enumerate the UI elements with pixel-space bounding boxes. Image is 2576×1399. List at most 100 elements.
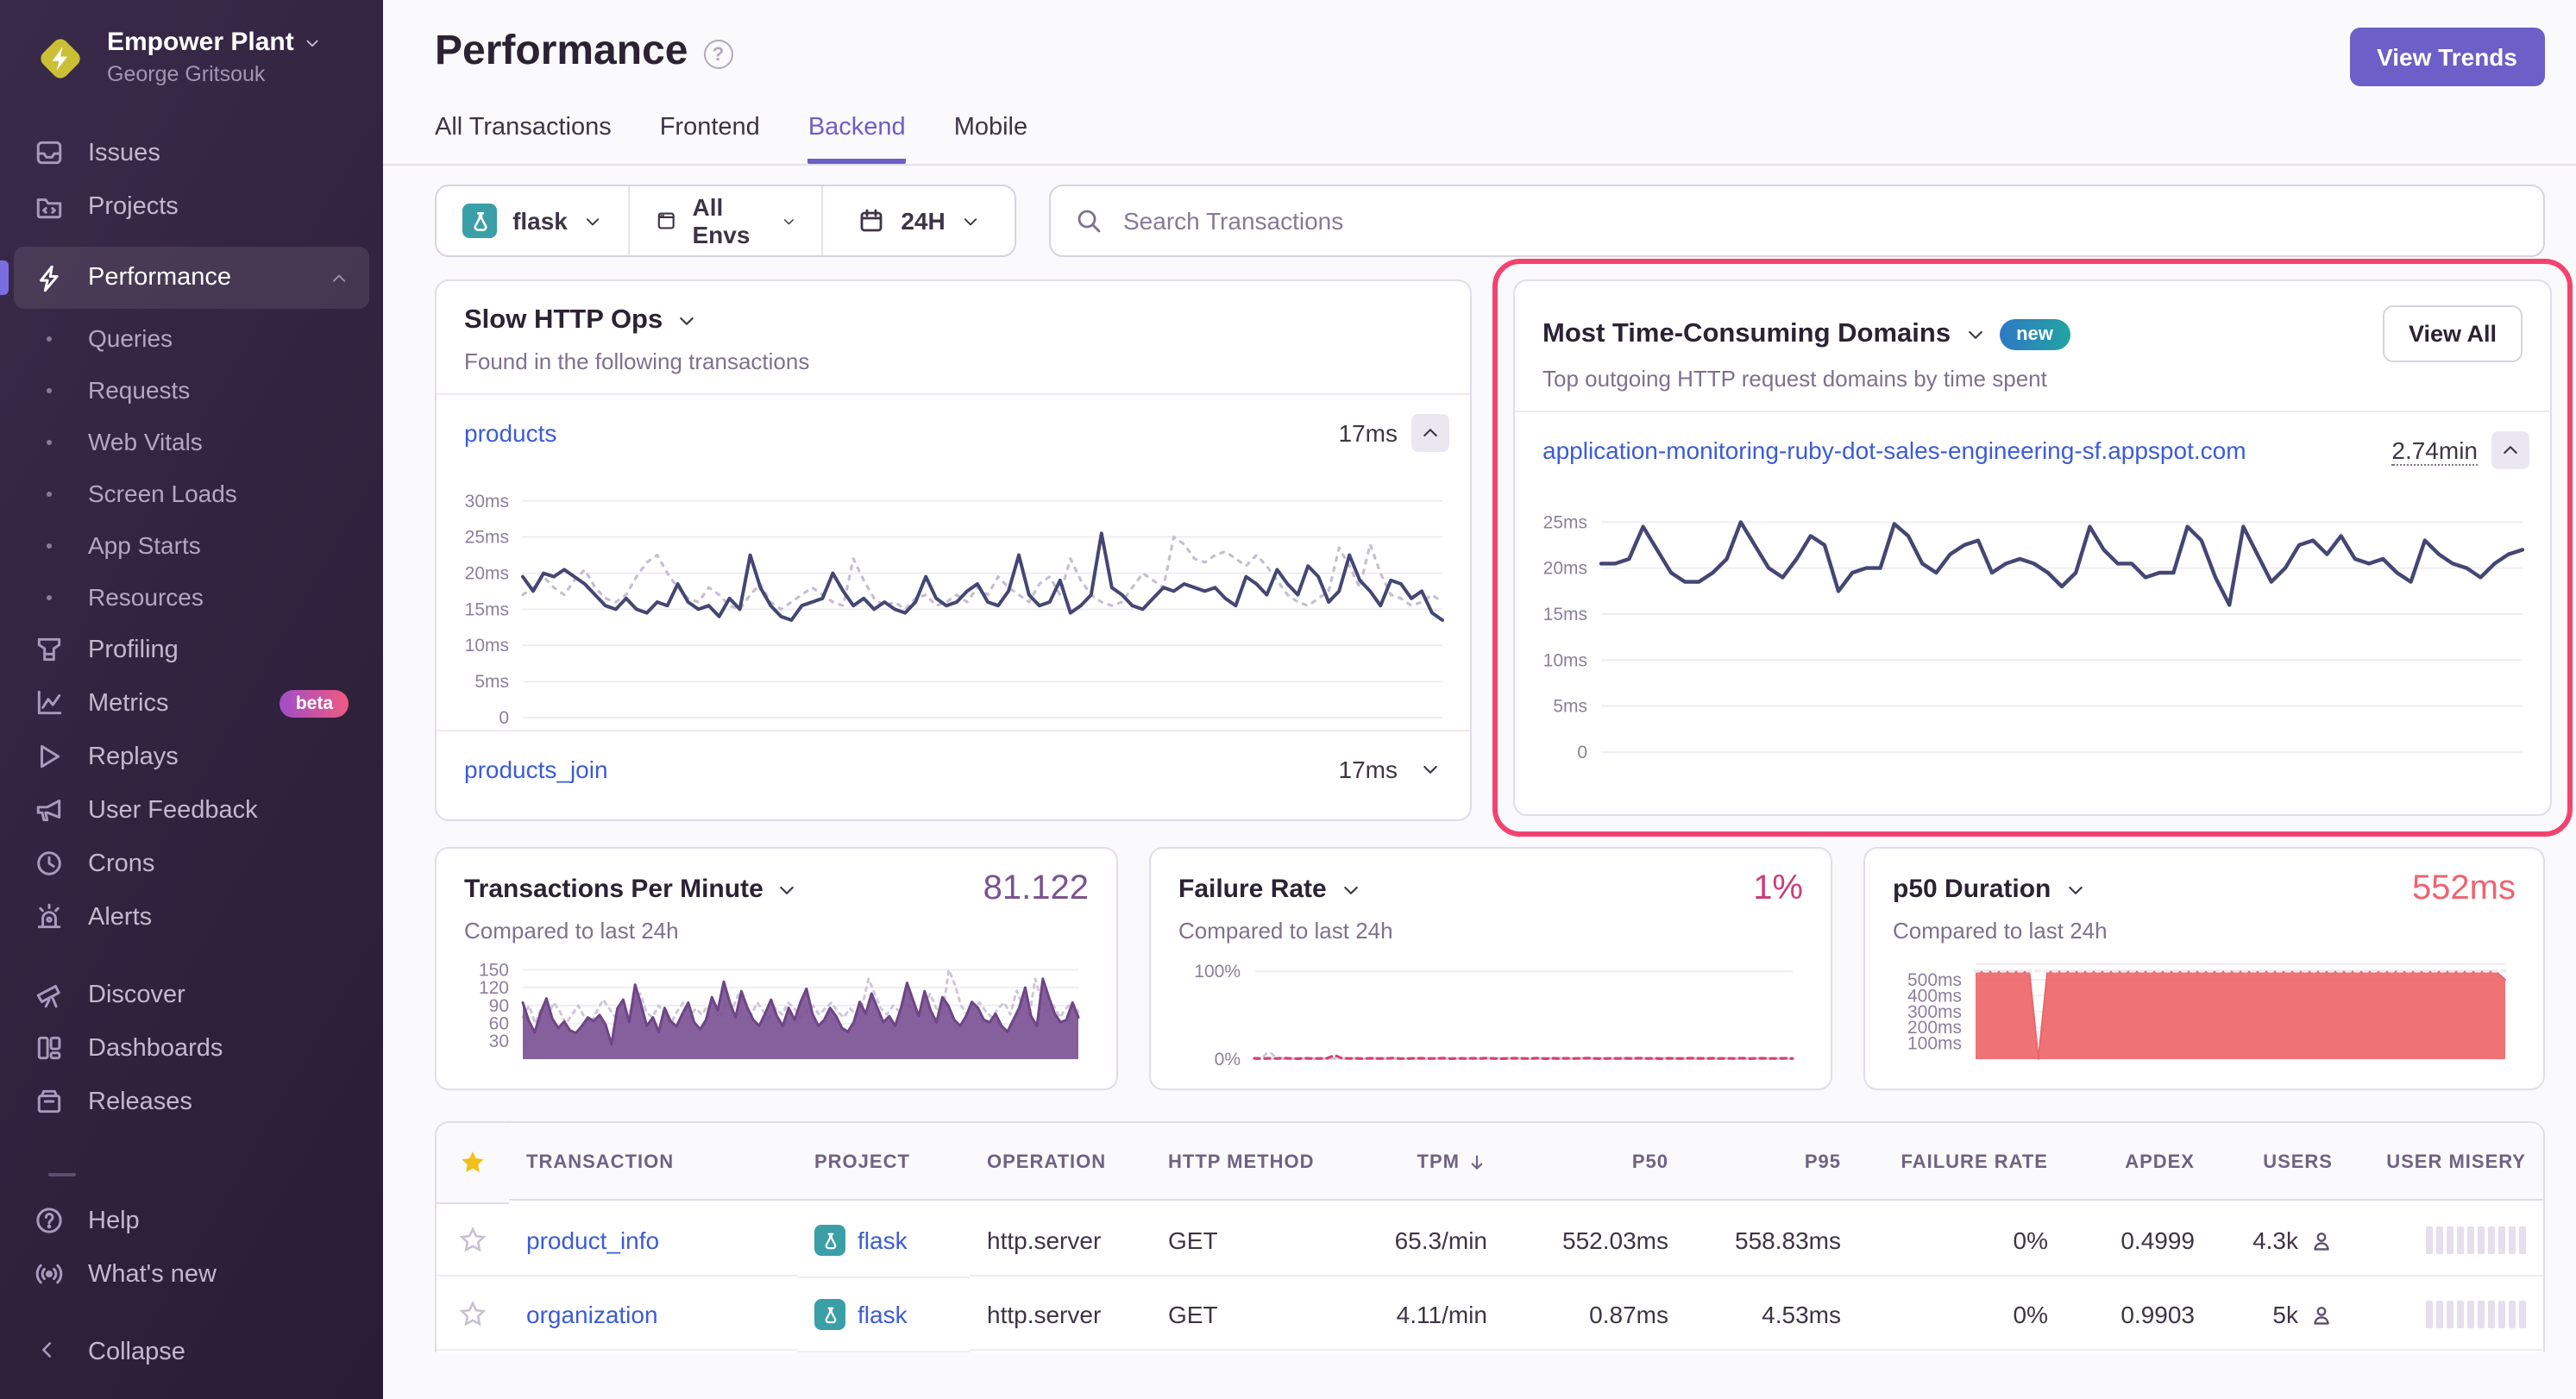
environment-filter[interactable]: All Envs	[628, 186, 821, 255]
app-window: Empower Plant George Gritsouk Issues Pro…	[0, 0, 2576, 1399]
flask-project-icon	[814, 1299, 845, 1330]
sidebar-item-alerts[interactable]: Alerts	[14, 891, 369, 944]
tab-mobile[interactable]: Mobile	[954, 114, 1027, 164]
tab-bar: All Transactions Frontend Backend Mobile	[435, 114, 2545, 164]
svg-text:30: 30	[489, 1032, 509, 1051]
sidebar-item-metrics[interactable]: Metrics beta	[14, 677, 369, 731]
duration-value: 17ms	[1339, 756, 1398, 783]
col-p50[interactable]: P50	[1505, 1126, 1686, 1201]
sidebar-item-web-vitals[interactable]: Web Vitals	[14, 417, 369, 468]
svg-text:5ms: 5ms	[1553, 697, 1587, 717]
transaction-link-products[interactable]: products	[464, 419, 556, 447]
col-user-misery[interactable]: USER MISERY	[2350, 1126, 2543, 1201]
sidebar-item-dashboards[interactable]: Dashboards	[14, 1022, 369, 1076]
domain-accordion-item: application-monitoring-ruby-dot-sales-en…	[1515, 412, 2550, 488]
col-p95[interactable]: P95	[1686, 1126, 1858, 1201]
sidebar-item-replays[interactable]: Replays	[14, 731, 369, 784]
tpm-cell: 65.3/min	[1341, 1206, 1505, 1277]
slow-http-ops-subtitle: Found in the following transactions	[464, 348, 1442, 374]
p95-cell: 558.83ms	[1686, 1206, 1858, 1277]
search-input[interactable]	[1120, 205, 2519, 236]
svg-text:20ms: 20ms	[1543, 559, 1587, 579]
transaction-accordion-item: products_join 17ms	[437, 731, 1470, 807]
chevron-down-icon	[676, 311, 697, 331]
sidebar-item-discover[interactable]: Discover	[14, 969, 369, 1022]
org-switcher[interactable]: Empower Plant George Gritsouk	[0, 0, 383, 103]
sidebar-item-crons[interactable]: Crons	[14, 838, 369, 891]
page-filters: flask All Envs 24H	[435, 185, 1016, 257]
project-filter[interactable]: flask	[437, 186, 628, 255]
telescope-icon	[35, 981, 64, 1010]
svg-text:60: 60	[489, 1014, 509, 1034]
tab-backend[interactable]: Backend	[808, 114, 906, 164]
date-range-filter[interactable]: 24H	[821, 186, 1015, 255]
metrics-icon	[35, 689, 64, 718]
project-link[interactable]: flask	[858, 1226, 908, 1254]
org-name: Empower Plant	[107, 28, 294, 60]
operation-cell: http.server	[970, 1280, 1151, 1351]
p50-card-title[interactable]: p50 Duration	[1893, 875, 2051, 904]
failure-rate-value: 1%	[1753, 869, 1803, 909]
collapse-item-button[interactable]	[2491, 431, 2529, 469]
transaction-link[interactable]: product_info	[526, 1226, 659, 1254]
failure-rate-cell: 0%	[1858, 1206, 2065, 1277]
project-link[interactable]: flask	[858, 1301, 908, 1328]
view-all-button[interactable]: View All	[2383, 305, 2523, 362]
profiling-icon	[35, 636, 64, 665]
col-users[interactable]: USERS	[2212, 1126, 2350, 1201]
col-tpm-sorted[interactable]: TPM	[1341, 1126, 1505, 1201]
col-failure-rate[interactable]: FAILURE RATE	[1858, 1126, 2065, 1201]
user-icon	[2310, 1303, 2333, 1326]
chevron-up-icon	[1420, 423, 1441, 443]
domains-chart: 05ms10ms15ms20ms25ms	[1522, 492, 2533, 764]
col-project[interactable]: PROJECT	[797, 1126, 970, 1201]
col-apdex[interactable]: APDEX	[2065, 1126, 2212, 1201]
svg-text:25ms: 25ms	[1543, 512, 1587, 532]
sidebar-item-help[interactable]: Help	[14, 1194, 369, 1247]
sidebar-item-resources[interactable]: Resources	[14, 572, 369, 624]
svg-text:25ms: 25ms	[465, 528, 509, 548]
domains-card-title[interactable]: Most Time-Consuming Domains	[1542, 318, 1951, 349]
page-help-icon[interactable]: ?	[703, 40, 732, 69]
sidebar-item-projects[interactable]: Projects	[14, 180, 369, 234]
p50-duration-card: p50 Duration 552ms Compared to last 24h …	[1863, 847, 2545, 1090]
sidebar-item-issues[interactable]: Issues	[14, 127, 369, 180]
sidebar-item-releases[interactable]: Releases	[14, 1076, 369, 1129]
slow-http-ops-card: Slow HTTP Ops Found in the following tra…	[435, 279, 1472, 821]
sidebar-item-queries[interactable]: Queries	[14, 313, 369, 365]
filter-bar: flask All Envs 24H	[435, 185, 2545, 257]
transaction-link-products-join[interactable]: products_join	[464, 756, 608, 783]
sidebar-item-screen-loads[interactable]: Screen Loads	[14, 468, 369, 520]
sidebar-item-performance[interactable]: Performance	[14, 248, 369, 310]
col-operation[interactable]: OPERATION	[970, 1126, 1151, 1201]
col-transaction[interactable]: TRANSACTION	[509, 1126, 797, 1201]
expand-item-button[interactable]	[1411, 750, 1449, 788]
collapse-item-button[interactable]	[1411, 414, 1449, 452]
sidebar-item-app-starts[interactable]: App Starts	[14, 520, 369, 572]
transaction-link[interactable]: organization	[526, 1301, 658, 1328]
sidebar-collapse-button[interactable]: Collapse	[14, 1325, 369, 1378]
col-http-method[interactable]: HTTP METHOD	[1151, 1126, 1341, 1201]
tab-frontend[interactable]: Frontend	[660, 114, 760, 164]
chevron-down-icon	[781, 211, 795, 230]
sidebar-item-profiling[interactable]: Profiling	[14, 624, 369, 677]
sidebar-item-whats-new[interactable]: What's new	[14, 1247, 369, 1301]
star-column-header[interactable]	[437, 1123, 509, 1204]
failure-rate-card-title[interactable]: Failure Rate	[1178, 875, 1327, 904]
favorite-star-toggle[interactable]	[437, 1280, 509, 1351]
replays-icon	[35, 743, 64, 772]
favorite-star-toggle[interactable]	[437, 1206, 509, 1277]
sidebar-footer: Help What's new Collapse	[0, 1152, 383, 1399]
widgets-row-1: Slow HTTP Ops Found in the following tra…	[435, 279, 2545, 821]
sidebar-item-user-feedback[interactable]: User Feedback	[14, 784, 369, 838]
domain-link[interactable]: application-monitoring-ruby-dot-sales-en…	[1542, 436, 2246, 464]
duration-value: 17ms	[1339, 419, 1398, 447]
slow-http-ops-title[interactable]: Slow HTTP Ops	[464, 305, 1442, 336]
sidebar-item-requests[interactable]: Requests	[14, 365, 369, 417]
main-area: Performance ? View Trends All Transactio…	[383, 0, 2576, 1399]
svg-text:150: 150	[479, 960, 509, 980]
active-accent-bar	[0, 261, 9, 296]
tpm-card-title[interactable]: Transactions Per Minute	[464, 875, 763, 904]
tab-all-transactions[interactable]: All Transactions	[435, 114, 612, 164]
view-trends-button[interactable]: View Trends	[2349, 28, 2545, 86]
